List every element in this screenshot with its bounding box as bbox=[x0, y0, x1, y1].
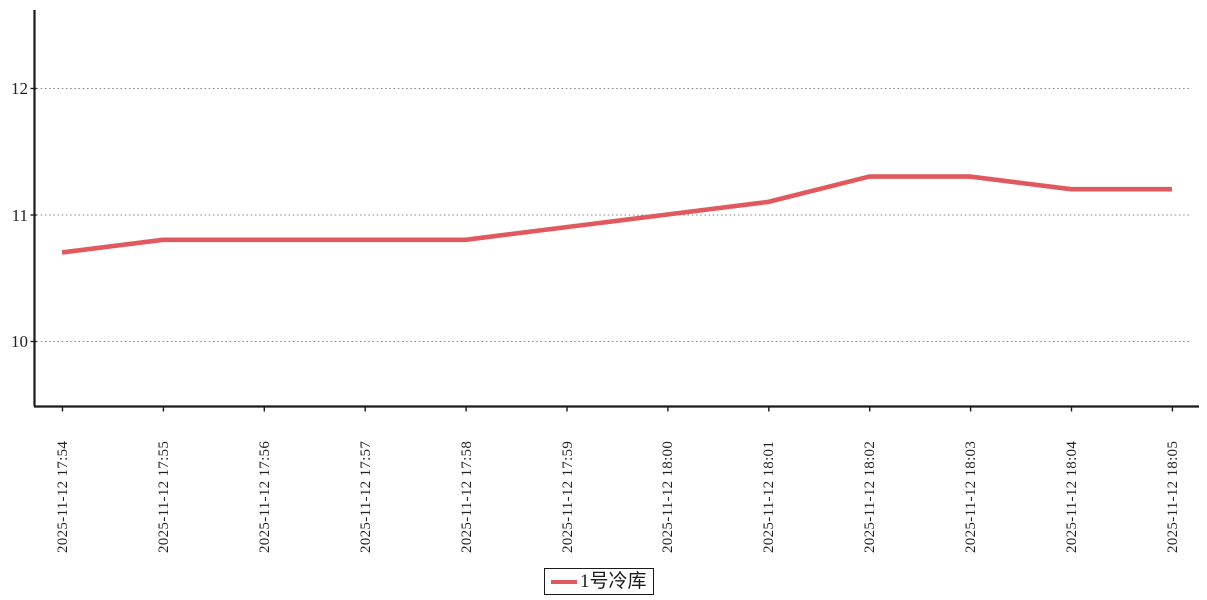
x-axis-tick-label: 2025-11-12 18:05 bbox=[1164, 440, 1181, 553]
x-axis-tick-label: 2025-11-12 18:03 bbox=[963, 440, 980, 553]
y-axis-tick-label: 10 bbox=[11, 332, 28, 351]
chart-legend[interactable]: 1号冷库 bbox=[544, 568, 654, 595]
y-tick-marks-group bbox=[30, 87, 37, 343]
x-axis-tick-label: 2025-11-12 17:56 bbox=[256, 440, 273, 553]
x-axis-tick-label: 2025-11-12 17:57 bbox=[357, 440, 374, 553]
legend-label: 1号冷库 bbox=[580, 571, 647, 592]
x-axis-tick-label: 2025-11-12 17:58 bbox=[458, 440, 475, 553]
x-axis-tick-label: 2025-11-12 17:55 bbox=[155, 440, 172, 553]
x-axis-tick-label: 2025-11-12 18:02 bbox=[862, 440, 879, 553]
x-tick-marks-group bbox=[61, 406, 1174, 412]
x-axis-tick-label: 2025-11-12 17:54 bbox=[55, 440, 71, 553]
y-axis-tick-label: 11 bbox=[11, 205, 28, 225]
series-line-1号冷库 bbox=[61, 174, 1172, 255]
x-axis-tick-label: 2025-11-12 18:01 bbox=[761, 440, 778, 553]
gridlines-group bbox=[36, 88, 1191, 342]
x-axis-tick-label: 2025-11-12 18:00 bbox=[660, 440, 677, 553]
y-axis-tick-label: 12 bbox=[11, 79, 28, 98]
legend-color-swatch-icon bbox=[551, 579, 577, 584]
x-axis-tick-label: 2025-11-12 17:59 bbox=[559, 440, 576, 553]
x-axis-tick-label: 2025-11-12 18:04 bbox=[1064, 440, 1080, 553]
